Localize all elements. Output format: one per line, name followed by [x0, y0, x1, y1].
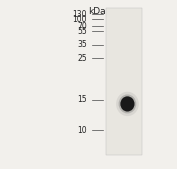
Text: kDa: kDa	[88, 7, 106, 16]
Ellipse shape	[119, 94, 136, 113]
Ellipse shape	[120, 96, 135, 112]
Text: 130: 130	[72, 10, 87, 19]
Text: 70: 70	[77, 22, 87, 31]
Text: 35: 35	[77, 40, 87, 49]
Text: 55: 55	[77, 27, 87, 36]
Text: 25: 25	[77, 54, 87, 63]
Text: 100: 100	[72, 15, 87, 24]
Text: 10: 10	[77, 126, 87, 135]
FancyBboxPatch shape	[106, 8, 142, 155]
Text: 15: 15	[77, 95, 87, 104]
Ellipse shape	[116, 92, 139, 116]
